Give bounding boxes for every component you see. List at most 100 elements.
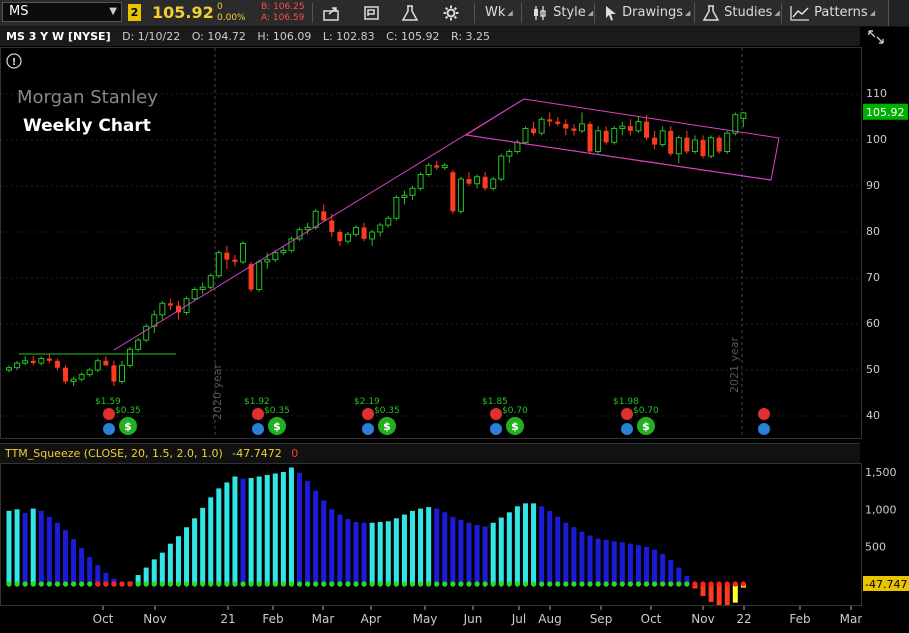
flask-button[interactable] <box>400 0 420 26</box>
candle-body <box>22 360 29 364</box>
squeeze-dot <box>490 581 496 587</box>
year-label-2021: 2021 year <box>728 336 741 393</box>
histogram-bar <box>627 543 633 584</box>
squeeze-pane[interactable] <box>0 463 862 608</box>
divider <box>312 3 313 23</box>
squeeze-tick: 500 <box>865 541 886 554</box>
drawings-menu[interactable]: Drawings ◢ <box>604 0 690 26</box>
candle-body <box>425 164 432 176</box>
settings-button[interactable] <box>442 0 460 26</box>
chevron-down-icon[interactable]: ▼ <box>109 6 117 17</box>
candle-body <box>627 126 633 131</box>
price-pane[interactable]: 2020 year 2021 year ! Morgan Stanley Wee… <box>0 47 862 439</box>
share-button[interactable] <box>322 0 342 26</box>
link-group-badge[interactable]: 2 <box>128 4 141 21</box>
candle-body <box>563 123 569 129</box>
squeeze-dot <box>143 581 149 587</box>
histogram-bar <box>595 538 601 584</box>
squeeze-dot <box>571 581 577 587</box>
price-axis[interactable]: 110 100 90 80 70 60 50 40 105.92 <box>862 47 909 439</box>
dividend-icon-glyph: $ <box>511 420 519 433</box>
squeeze-dot <box>450 581 456 587</box>
time-tick: Mar <box>840 612 862 626</box>
candle-body <box>70 378 77 383</box>
info-range: R: 3.25 <box>451 30 491 43</box>
squeeze-dot <box>506 581 512 587</box>
histogram-bar <box>321 500 327 584</box>
dividend-icon-glyph: $ <box>383 420 391 433</box>
candle-body <box>78 374 85 380</box>
snapshot-button[interactable] <box>362 0 382 26</box>
histogram-bar <box>256 476 262 584</box>
squeeze-tick: 1,500 <box>865 466 897 479</box>
patterns-menu[interactable]: Patterns ◢ <box>790 0 875 26</box>
time-tick: Oct <box>93 612 114 626</box>
squeeze-histogram[interactable] <box>1 464 861 608</box>
study-header[interactable]: TTM_Squeeze (CLOSE, 20, 1.5, 2.0, 1.0) -… <box>0 443 860 464</box>
candle-body <box>441 164 448 169</box>
histogram-bar <box>288 467 294 584</box>
candle-body <box>531 128 537 134</box>
squeeze-dot <box>522 581 529 587</box>
symbol-input[interactable]: MS ▼ <box>2 2 122 22</box>
histogram-bar <box>603 539 609 584</box>
time-tick: Nov <box>143 612 166 626</box>
histogram-bar <box>522 503 528 584</box>
histogram-bar <box>240 478 246 584</box>
squeeze-dot <box>660 581 666 587</box>
histogram-bar <box>297 472 303 584</box>
studies-menu[interactable]: Studies ◢ <box>702 0 780 26</box>
expand-icon[interactable] <box>866 28 886 46</box>
histogram-bar <box>547 510 553 584</box>
bid-value: B: 106.25 <box>261 2 305 12</box>
squeeze-dot <box>409 581 416 587</box>
info-icon <box>490 423 502 435</box>
more-menu-button[interactable] <box>888 0 909 26</box>
style-menu[interactable]: Style ◢ <box>531 0 593 26</box>
timeframe-dropdown[interactable]: Wk ◢ <box>485 0 513 26</box>
histogram-bar <box>224 482 230 584</box>
study-label[interactable]: TTM_Squeeze (CLOSE, 20, 1.5, 2.0, 1.0) <box>5 447 223 460</box>
dividend-amount: $0.70 <box>633 406 659 416</box>
squeeze-dot <box>426 581 432 587</box>
chart-title: MS 3 Y W [NYSE] <box>6 30 111 43</box>
histogram-bar <box>708 584 714 602</box>
dividend-amount: $2.19 <box>354 397 380 407</box>
price-tick: 60 <box>866 317 880 330</box>
histogram-bar <box>184 527 190 584</box>
candle-body <box>215 252 222 277</box>
squeeze-dot <box>313 581 319 587</box>
time-axis[interactable]: Oct Nov 21 Feb Mar Apr May Jun Jul Aug Sep Oct Nov 22… <box>0 606 862 633</box>
price-tick: 40 <box>866 409 880 422</box>
dropdown-corner-icon: ◢ <box>774 9 780 17</box>
histogram-bar <box>313 490 319 584</box>
histogram-bar <box>159 552 165 584</box>
candle-body <box>30 360 36 364</box>
net-change: 0 0.00% <box>217 2 246 24</box>
squeeze-dot <box>79 581 85 587</box>
candle-body <box>62 367 68 382</box>
earnings-icon <box>621 408 633 420</box>
candle-body <box>457 178 464 212</box>
histogram-bar <box>208 497 214 584</box>
dividend-amount: $1.85 <box>482 397 508 407</box>
histogram-bar <box>377 522 383 584</box>
squeeze-dot <box>627 581 633 587</box>
histogram-bar <box>200 507 206 584</box>
squeeze-dot <box>563 581 569 587</box>
price-chart[interactable]: 2020 year 2021 year ! Morgan Stanley Wee… <box>1 48 861 438</box>
histogram-bar <box>684 575 690 584</box>
squeeze-dot <box>192 581 198 587</box>
squeeze-dot <box>393 581 399 587</box>
dividend-amount: $1.59 <box>95 397 121 407</box>
candle-body <box>684 137 690 152</box>
year-label-2020: 2020 year <box>211 363 224 420</box>
info-high: H: 106.09 <box>257 30 312 43</box>
time-tick: Feb <box>789 612 810 626</box>
squeeze-dot <box>119 581 125 587</box>
candle-body <box>385 217 392 226</box>
earnings-icon <box>252 408 264 420</box>
uptrend-line <box>113 98 525 351</box>
squeeze-dot <box>95 581 101 587</box>
squeeze-dot <box>111 581 117 587</box>
